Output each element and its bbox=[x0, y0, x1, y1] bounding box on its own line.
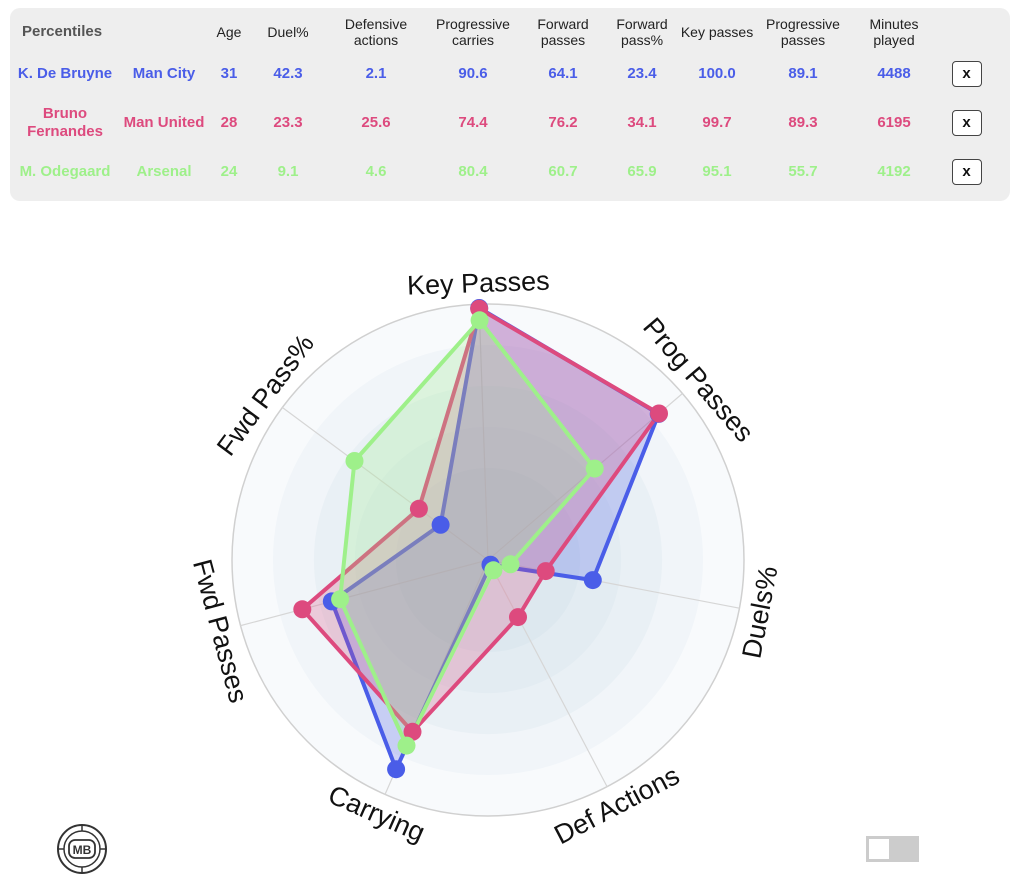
radar-series-area bbox=[338, 318, 597, 748]
table-header-row: Percentiles Age Duel% Defensive actions … bbox=[10, 15, 995, 49]
remove-cell: x bbox=[938, 147, 995, 196]
radar-data-point[interactable] bbox=[509, 608, 527, 627]
radar-data-point[interactable] bbox=[501, 555, 520, 574]
radar-axis-label: Key Passes bbox=[407, 266, 551, 301]
defensive-actions-cell: 25.6 bbox=[361, 113, 391, 131]
table-row: K. De Bruyne Man City 31 42.3 2.1 90.6 64.1 23.… bbox=[10, 49, 995, 98]
radar-data-point[interactable] bbox=[331, 590, 350, 609]
column-header-key-passes: Key passes bbox=[680, 24, 754, 40]
progressive-passes-cell: 89.3 bbox=[788, 113, 818, 131]
table-row: Bruno Fernandes Man United 28 23.3 25.6 74.4 7… bbox=[10, 98, 995, 147]
key-passes-cell: 99.7 bbox=[702, 113, 732, 131]
radar-data-point[interactable] bbox=[484, 561, 503, 580]
radar-data-point[interactable] bbox=[583, 571, 602, 590]
radar-axis-line bbox=[478, 304, 489, 561]
column-header-age: Age bbox=[216, 24, 242, 40]
radar-data-point[interactable] bbox=[403, 722, 422, 741]
remove-player-button[interactable]: x bbox=[951, 158, 982, 185]
mb-logo: MB bbox=[57, 824, 107, 874]
defensive-actions-cell: 2.1 bbox=[365, 64, 387, 82]
view-toggle-switch[interactable] bbox=[866, 836, 919, 862]
progressive-carries-cell: 90.6 bbox=[458, 64, 488, 82]
age-cell: 31 bbox=[220, 64, 238, 82]
radar-series-area bbox=[300, 306, 661, 734]
progressive-carries-cell: 74.4 bbox=[458, 113, 488, 131]
forward-pass-pct-cell: 23.4 bbox=[627, 64, 657, 82]
team-name-cell: Arsenal bbox=[136, 162, 192, 180]
progressive-carries-cell: 80.4 bbox=[458, 162, 488, 180]
forward-pass-pct-cell: 34.1 bbox=[627, 113, 657, 131]
team-name-cell: Man City bbox=[132, 64, 196, 82]
radar-data-point[interactable] bbox=[293, 600, 312, 619]
duel-pct-cell: 23.3 bbox=[273, 113, 303, 131]
radar-axis-line bbox=[487, 559, 608, 787]
age-cell: 24 bbox=[220, 162, 238, 180]
player-name-cell[interactable]: Bruno Fernandes bbox=[27, 104, 103, 140]
minutes-played-cell: 4488 bbox=[877, 64, 911, 82]
column-header-minutes-played: Minutes played bbox=[869, 16, 919, 48]
toggle-knob bbox=[869, 839, 889, 859]
forward-passes-cell: 60.7 bbox=[548, 162, 578, 180]
key-passes-cell: 95.1 bbox=[702, 162, 732, 180]
radar-data-point[interactable] bbox=[470, 311, 489, 330]
duel-pct-cell: 9.1 bbox=[277, 162, 299, 180]
forward-passes-cell: 64.1 bbox=[548, 64, 578, 82]
remove-cell: x bbox=[938, 49, 995, 98]
radar-axis-line bbox=[487, 559, 740, 609]
column-header-forward-passes: Forward passes bbox=[537, 16, 589, 48]
progressive-passes-cell: 55.7 bbox=[788, 162, 818, 180]
age-cell: 28 bbox=[220, 113, 238, 131]
minutes-played-cell: 6195 bbox=[877, 113, 911, 131]
percentiles-header: Percentiles bbox=[22, 23, 103, 40]
key-passes-cell: 100.0 bbox=[698, 64, 736, 82]
defensive-actions-cell: 4.6 bbox=[365, 162, 387, 180]
radar-series-areas bbox=[300, 306, 661, 772]
forward-passes-cell: 76.2 bbox=[548, 113, 578, 131]
radar-axis-line bbox=[240, 559, 489, 627]
forward-pass-pct-cell: 65.9 bbox=[627, 162, 657, 180]
column-header-defensive-actions: Defensive actions bbox=[344, 16, 408, 48]
duel-pct-cell: 42.3 bbox=[273, 64, 303, 82]
column-header-duel-pct: Duel% bbox=[267, 24, 309, 40]
table-row: M. Odegaard Arsenal 24 9.1 4.6 80.4 60.7 65.9 95… bbox=[10, 147, 995, 196]
radar-series-points bbox=[293, 299, 668, 779]
radar-data-point[interactable] bbox=[536, 562, 555, 581]
logo-text: MB bbox=[73, 843, 92, 857]
minutes-played-cell: 4192 bbox=[877, 162, 911, 180]
radar-data-point[interactable] bbox=[409, 499, 428, 518]
percentiles-table: Percentiles Age Duel% Defensive actions … bbox=[10, 15, 995, 196]
team-name-cell: Man United bbox=[123, 113, 205, 131]
progressive-passes-cell: 89.1 bbox=[788, 64, 818, 82]
radar-data-point[interactable] bbox=[431, 515, 450, 534]
remove-cell: x bbox=[938, 98, 995, 147]
percentiles-table-card: Percentiles Age Duel% Defensive actions … bbox=[10, 8, 1010, 201]
column-header-progressive-passes: Progressive passes bbox=[766, 16, 840, 48]
radar-data-point[interactable] bbox=[397, 736, 416, 755]
radar-data-point[interactable] bbox=[585, 459, 604, 478]
radar-axis-line bbox=[282, 406, 489, 561]
column-header-progressive-carries: Progressive carries bbox=[436, 16, 510, 48]
remove-player-button[interactable]: x bbox=[951, 60, 982, 87]
player-name-cell[interactable]: K. De Bruyne bbox=[17, 64, 113, 82]
remove-player-button[interactable]: x bbox=[951, 109, 982, 136]
radar-data-point[interactable] bbox=[650, 404, 668, 423]
player-name-cell[interactable]: M. Odegaard bbox=[19, 162, 111, 180]
radar-data-point[interactable] bbox=[345, 452, 364, 470]
column-header-forward-pass-pct: Forward pass% bbox=[616, 16, 668, 48]
radar-data-point[interactable] bbox=[387, 760, 406, 779]
